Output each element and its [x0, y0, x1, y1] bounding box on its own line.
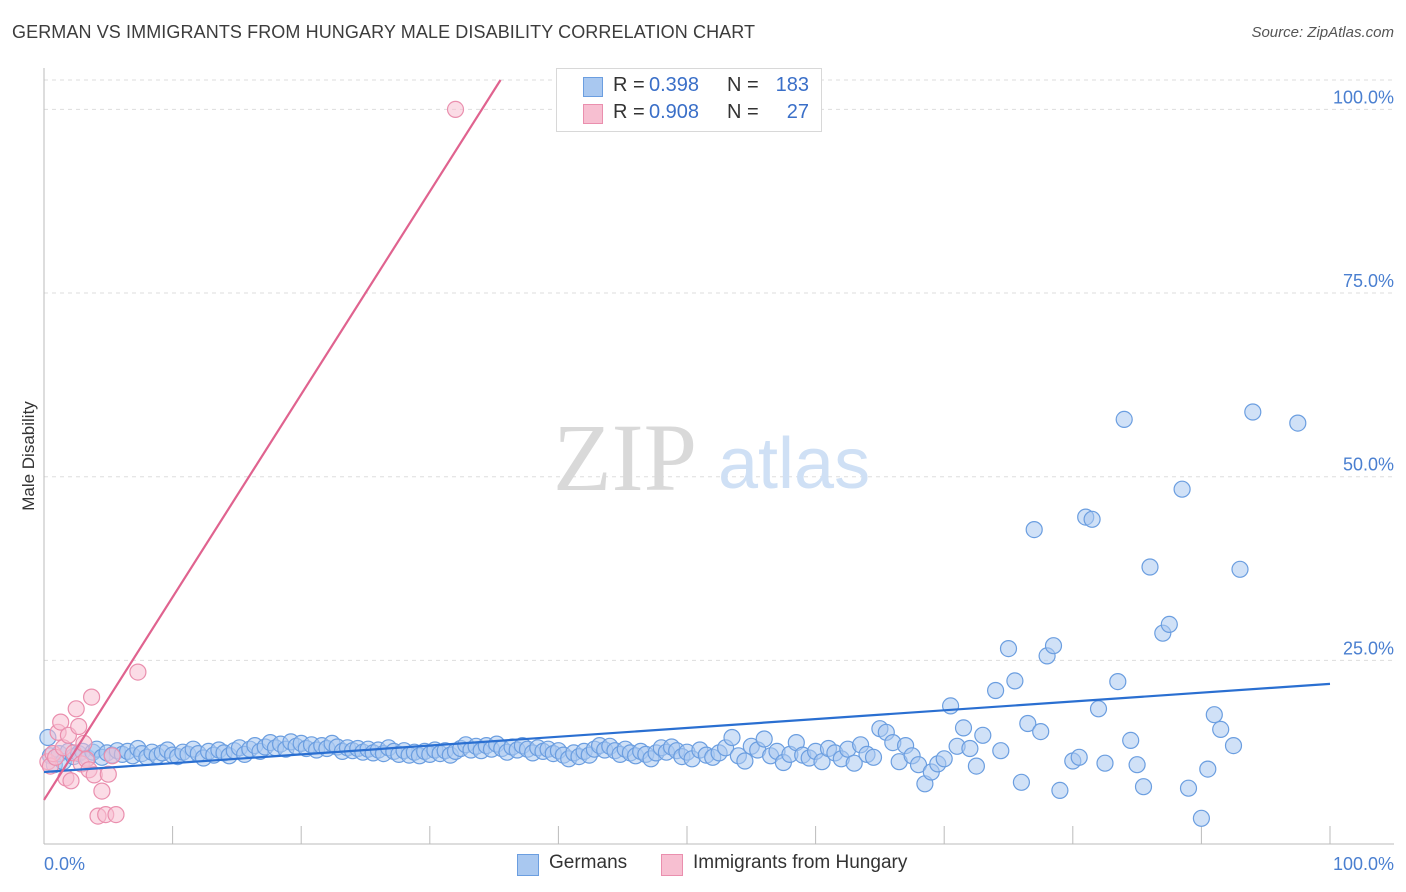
germans-point	[1122, 731, 1140, 750]
germans-point	[1173, 480, 1191, 498]
legend-n-label: N =	[727, 74, 759, 96]
hungary-point	[70, 717, 88, 736]
y-tick-label: 25.0%	[1343, 638, 1394, 658]
germans-point	[1025, 520, 1043, 539]
hungary-point	[129, 663, 147, 681]
hungary-point	[93, 782, 111, 800]
germans-trend-line	[43, 682, 1331, 774]
germans-point	[845, 754, 863, 772]
germans-point	[755, 730, 773, 748]
y-tick-label: 100.0%	[1333, 87, 1394, 107]
watermark-atlas: atlas	[718, 424, 870, 504]
hungary-point	[103, 747, 121, 765]
germans-point	[1032, 722, 1050, 741]
y-tick-label: 50.0%	[1343, 455, 1394, 475]
germans-point	[986, 681, 1005, 700]
watermark: ZIP atlas	[553, 404, 870, 511]
y-tick-labels: 25.0% 50.0% 75.0% 100.0%	[1333, 87, 1394, 658]
germans-point	[941, 697, 960, 715]
germans-point	[736, 752, 754, 770]
hungary-point	[82, 688, 101, 706]
legend-r-label: R =	[613, 101, 645, 123]
germans-point	[1160, 615, 1178, 634]
grid-layer	[44, 79, 1394, 661]
germans-point	[1070, 748, 1088, 766]
y-tick-label: 75.0%	[1343, 271, 1394, 291]
germans-point	[1115, 410, 1133, 428]
legend-n-value: 183	[775, 74, 809, 96]
germans-point	[1006, 672, 1024, 690]
germans-point	[1212, 720, 1230, 739]
germans-point	[1192, 809, 1211, 827]
watermark-zip: ZIP	[553, 404, 697, 511]
germans-point	[723, 728, 741, 747]
germans-point	[974, 726, 992, 744]
germans-point	[1012, 773, 1031, 791]
hungary-point	[446, 100, 465, 119]
chart-title: GERMAN VS IMMIGRANTS FROM HUNGARY MALE D…	[12, 22, 756, 42]
hungary-point	[52, 713, 70, 731]
germans-point	[1083, 510, 1101, 528]
x-tick-labels: 0.0% 100.0%	[44, 854, 1394, 874]
hungary-point	[62, 772, 80, 790]
hungary-series	[39, 100, 465, 825]
germans-point	[954, 719, 973, 737]
hungary-point	[99, 765, 117, 783]
bottom-legend-swatch-hungary	[661, 854, 683, 876]
axis-layer	[43, 68, 1394, 845]
germans-point	[1199, 760, 1217, 778]
germans-point	[1244, 403, 1262, 421]
germans-point	[1205, 706, 1223, 724]
hungary-point	[107, 805, 125, 824]
germans-point	[992, 742, 1010, 760]
hungary-trend-line	[43, 79, 502, 801]
hungary-point	[67, 700, 85, 718]
bottom-legend-label-hungary: Immigrants from Hungary	[693, 852, 908, 873]
germans-point	[1141, 558, 1159, 576]
germans-point	[1231, 560, 1249, 578]
correlation-legend: R = 0.398 N = 183 R = 0.908 N = 27	[556, 68, 822, 132]
germans-point	[1289, 414, 1307, 432]
germans-point	[1019, 714, 1037, 733]
bottom-legend-swatch-germans	[517, 854, 539, 876]
source-label: Source: ZipAtlas.com	[1251, 24, 1394, 41]
germans-point	[1096, 754, 1114, 772]
germans-point	[1044, 637, 1063, 655]
x-tick-label: 100.0%	[1333, 854, 1394, 874]
trend-lines	[43, 79, 1331, 801]
legend-r-label: R =	[613, 74, 645, 96]
germans-point	[935, 750, 953, 768]
germans-point	[1134, 778, 1153, 796]
germans-point	[961, 739, 979, 758]
legend-swatch-hungary	[583, 104, 603, 124]
germans-point	[1089, 700, 1108, 718]
germans-point	[1109, 672, 1127, 691]
germans-point	[909, 756, 928, 774]
germans-point	[1051, 781, 1069, 800]
germans-point	[1179, 779, 1198, 797]
y-axis-title: Male Disability	[19, 401, 38, 511]
germans-point	[1128, 756, 1146, 774]
germans-point	[1224, 736, 1243, 755]
germans-point	[999, 639, 1018, 658]
bottom-legend-label-germans: Germans	[549, 852, 628, 873]
germans-point	[967, 757, 986, 775]
legend-swatch-germans	[583, 77, 603, 97]
legend-r-value: 0.398	[649, 74, 700, 96]
legend-n-label: N =	[727, 101, 759, 123]
legend-r-value: 0.908	[649, 101, 700, 123]
x-tick-label: 0.0%	[44, 854, 85, 874]
germans-point	[864, 748, 883, 766]
legend-n-value: 27	[786, 101, 809, 123]
